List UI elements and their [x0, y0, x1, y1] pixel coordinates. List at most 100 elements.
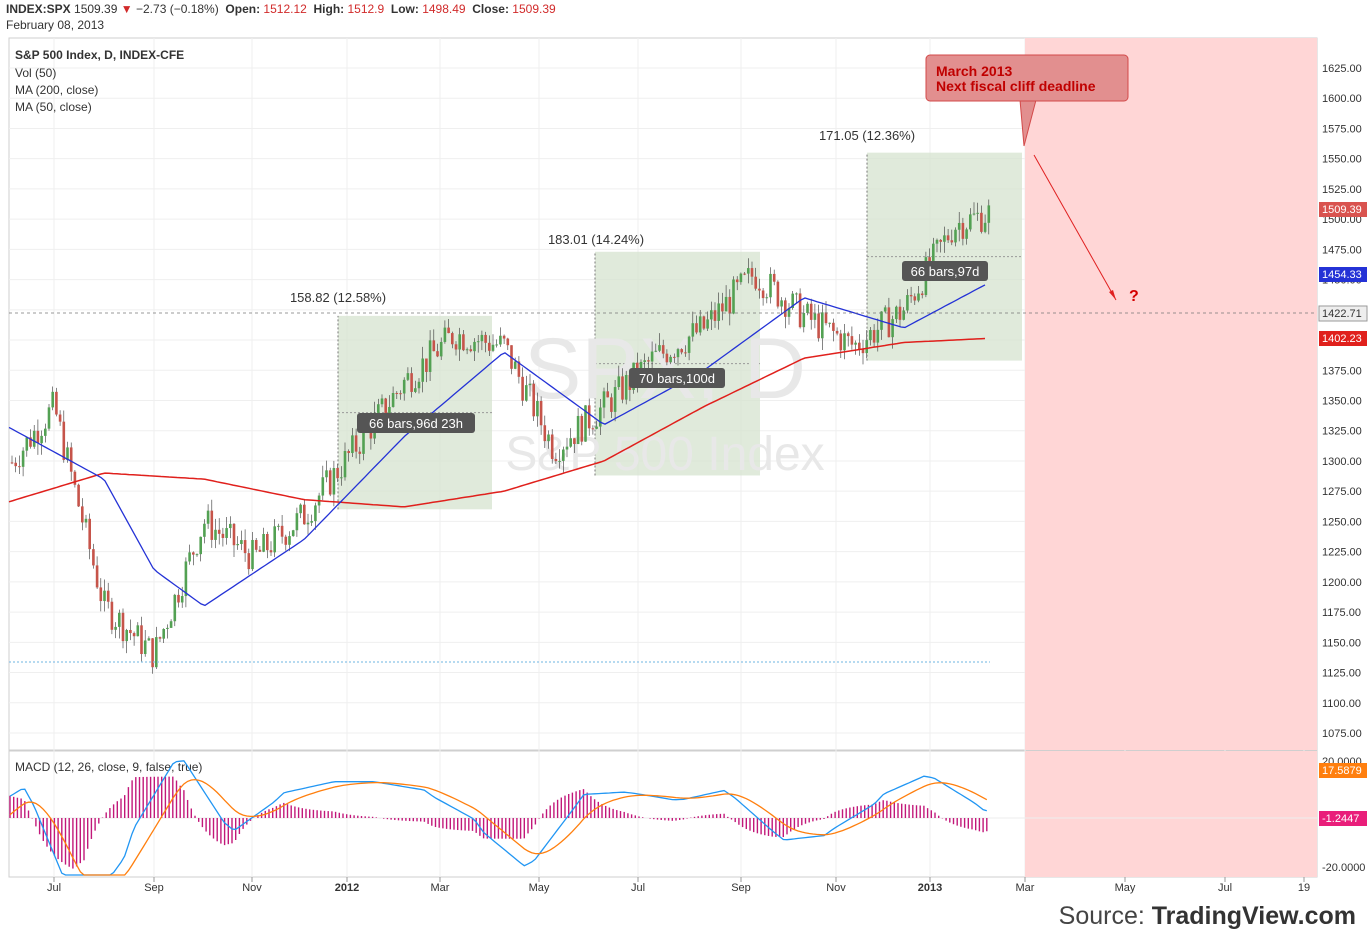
candle-body — [495, 344, 498, 346]
candle-body — [673, 356, 676, 358]
candle-body — [247, 553, 251, 570]
candle-body — [491, 344, 495, 351]
candle-body — [180, 596, 184, 603]
candle-body — [469, 349, 473, 352]
candle-body — [277, 525, 280, 527]
price-badges: 1509.39 1454.33 1422.71 1402.23 — [1318, 202, 1368, 346]
fiscal-cliff-callout[interactable]: March 2013 Next fiscal cliff deadline — [925, 54, 1129, 147]
candle-body — [732, 279, 735, 314]
close-value: 1509.39 — [512, 2, 556, 16]
time-axis[interactable]: Jul Sep Nov 2012 Mar May Jul Sep Nov 2013 Mar May Ju… — [47, 877, 1310, 894]
candle-body — [702, 316, 706, 329]
candle-body — [214, 529, 217, 540]
time-tick-label: Jul — [47, 882, 61, 894]
badge-ma50-bg — [1319, 267, 1367, 282]
candle-body — [236, 543, 239, 546]
price-tick-label: 1500.00 — [1322, 214, 1362, 226]
candle-body — [957, 222, 961, 230]
candle-body — [691, 323, 695, 337]
source-prefix: Source: — [1058, 902, 1152, 930]
candle-body — [821, 312, 824, 339]
candle-body — [29, 437, 32, 447]
close-label: Close: — [472, 2, 509, 16]
candle-body — [88, 518, 91, 550]
legend-vol: Vol (50) — [15, 66, 56, 80]
candle-body — [750, 268, 754, 277]
time-tick-label: Nov — [826, 882, 846, 894]
candle-body — [980, 212, 983, 232]
candle-body — [661, 345, 665, 354]
candle-body — [177, 594, 180, 603]
candle-body — [565, 446, 569, 450]
candle-body — [983, 222, 987, 232]
candle-body — [162, 629, 165, 639]
time-tick-label: Mar — [1016, 882, 1035, 894]
candle-body — [451, 333, 454, 345]
candle-body — [473, 341, 476, 352]
candle-body — [920, 293, 924, 296]
price-tick-label: 1350.00 — [1322, 396, 1362, 408]
candle-body — [402, 379, 406, 394]
candle-body — [976, 212, 979, 214]
candle-body — [95, 565, 99, 588]
candle-body — [647, 360, 650, 362]
time-tick-label: Sep — [144, 882, 164, 894]
candle-body — [613, 387, 617, 412]
candle-body — [358, 451, 362, 454]
candle-body — [795, 293, 798, 295]
candle-body — [114, 626, 117, 630]
candle-body — [217, 529, 221, 534]
legend-title: S&P 500 Index, D, INDEX-CFE — [15, 48, 184, 62]
candle-body — [676, 349, 680, 358]
candle-body — [336, 468, 339, 479]
candle-body — [417, 381, 421, 389]
candle-body — [506, 338, 510, 346]
badge-macd-bg — [1319, 763, 1367, 778]
candle-body — [669, 356, 672, 363]
candle-body — [206, 510, 210, 524]
candle-body — [58, 414, 62, 422]
candle-body — [517, 361, 521, 377]
candle-body — [717, 303, 720, 321]
time-tick-label: 2012 — [335, 882, 359, 894]
open-label: Open: — [225, 2, 261, 16]
candle-body — [887, 307, 891, 338]
range-change-label: 183.01 (14.24%) — [548, 232, 644, 247]
candle-body — [428, 340, 432, 372]
candle-body — [713, 310, 717, 321]
candle-body — [680, 349, 683, 353]
price-axis[interactable]: 1075.00 1100.00 1125.00 1150.00 1175.00 1200.… — [1322, 63, 1362, 740]
candle-body — [295, 513, 299, 531]
price-tick-label: 1075.00 — [1322, 728, 1362, 740]
callout-line2: Next fiscal cliff deadline — [936, 78, 1096, 94]
candle-body — [643, 360, 646, 362]
candle-body — [151, 638, 154, 668]
forecast-arrow — [1033, 154, 1117, 301]
candle-body — [480, 334, 484, 342]
candle-body — [269, 550, 273, 553]
candle-body — [754, 276, 757, 289]
candle-body — [184, 561, 188, 597]
candle-body — [684, 352, 687, 354]
badge-crosshair-bg — [1318, 305, 1368, 322]
candle-body — [140, 625, 143, 655]
candle-body — [354, 435, 358, 452]
down-arrow-icon: ▼ — [120, 2, 133, 16]
candle-body — [40, 435, 43, 444]
candle-body — [824, 312, 828, 324]
candle-body — [77, 484, 80, 507]
price-tick-label: 1100.00 — [1322, 698, 1361, 710]
badge-crosshair: 1422.71 — [1322, 308, 1362, 320]
time-tick-label: Mar — [431, 882, 450, 894]
candle-body — [25, 437, 29, 451]
candle-body — [809, 303, 813, 320]
last-price: 1509.39 — [74, 2, 118, 16]
candle-body — [776, 281, 780, 307]
candle-body — [972, 213, 976, 215]
price-chart[interactable]: SPX, D S&P 500 Index 158.82 (12.58%)66 b… — [0, 0, 1370, 900]
candle-body — [395, 392, 399, 394]
candle-body — [36, 430, 40, 444]
candle-body — [735, 279, 739, 283]
candle-body — [143, 640, 147, 655]
candle-body — [62, 421, 66, 460]
